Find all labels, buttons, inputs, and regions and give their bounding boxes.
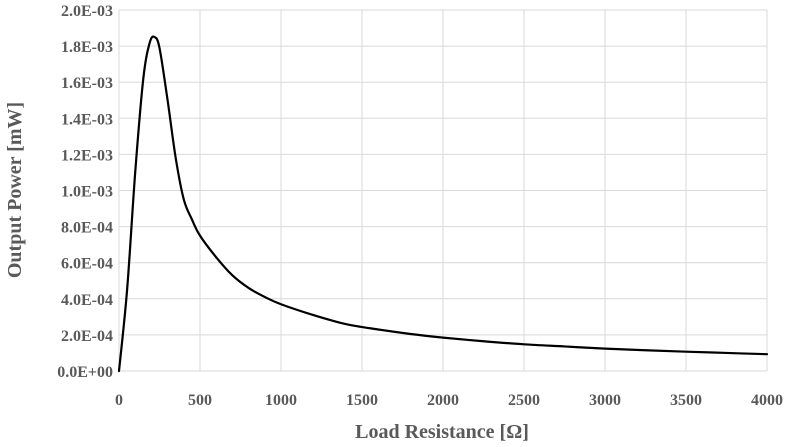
y-tick-label: 4.0E-04: [61, 292, 113, 309]
x-tick-label: 3500: [670, 392, 702, 409]
x-tick-label: 500: [188, 392, 212, 409]
series-layer: [117, 35, 769, 373]
y-tick-label: 1.6E-03: [61, 75, 113, 92]
y-tick-label: 8.0E-04: [61, 220, 113, 237]
x-tick-label: 1500: [346, 392, 378, 409]
output-power-curve: [117, 35, 769, 373]
y-tick-label: 6.0E-04: [61, 256, 113, 273]
y-tick-label: 0.0E+00: [57, 364, 113, 381]
y-tick-label: 2.0E-03: [61, 3, 113, 20]
y-tick-label: 1.8E-03: [61, 39, 113, 56]
x-tick-labels: 0 500 1000 1500 2000 2500 3000 3500 4000: [115, 392, 783, 409]
y-axis-title: Output Power [mW]: [4, 102, 26, 278]
y-tick-label: 1.2E-03: [61, 147, 113, 164]
x-tick-label: 2000: [427, 392, 459, 409]
x-tick-label: 3000: [589, 392, 621, 409]
y-tick-labels: 0.0E+00 2.0E-04 4.0E-04 6.0E-04 8.0E-04 1.0E-…: [57, 3, 113, 381]
y-tick-label: 1.4E-03: [61, 111, 113, 128]
x-tick-label: 4000: [751, 392, 783, 409]
x-tick-label: 1000: [265, 392, 297, 409]
x-tick-label: 0: [115, 392, 123, 409]
y-tick-label: 1.0E-03: [61, 184, 113, 201]
x-axis-title: Load Resistance [Ω]: [355, 421, 529, 443]
y-tick-label: 2.0E-04: [61, 328, 113, 345]
x-tick-label: 2500: [508, 392, 540, 409]
gridlines: [118, 9, 768, 372]
